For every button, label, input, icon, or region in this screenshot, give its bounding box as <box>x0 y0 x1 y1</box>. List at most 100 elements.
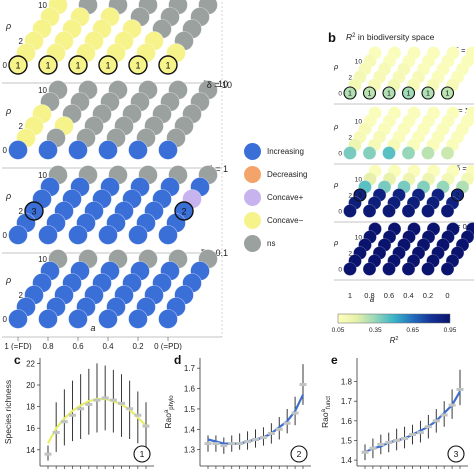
scenario-badge-label: 3 <box>454 449 459 459</box>
scenario-marker <box>343 86 357 100</box>
mean-marker <box>252 438 259 442</box>
scenario-marker <box>8 55 28 75</box>
panel-b-title: R2 in biodiversity space <box>346 32 435 42</box>
y-tick-label: 1.5 <box>341 436 353 445</box>
lattice-cell <box>128 309 148 329</box>
scenario-marker-label: 1 <box>387 91 391 98</box>
y-tick-label: 1.4 <box>341 456 353 465</box>
rho-tick-label: 2 <box>19 37 24 46</box>
trend-legend: Increasing Decreasing Concave+ Concave− … <box>244 140 340 255</box>
mean-marker <box>456 387 464 391</box>
mean-marker <box>220 444 228 448</box>
scenario-marker-label: 1 <box>45 61 50 71</box>
r2-cell <box>440 204 455 218</box>
legend-swatch <box>244 189 261 206</box>
y-tick-label: 20 <box>26 381 35 390</box>
r2-cell <box>401 262 416 276</box>
a-axis-label: a <box>370 295 375 304</box>
legend-item-increasing: Increasing <box>244 140 340 163</box>
rho-tick-label: 0 <box>3 315 8 324</box>
delta-label: δ = ∞ <box>455 46 473 55</box>
rho-tick-label: 2 <box>19 291 24 300</box>
y-tick-label: 1.6 <box>341 417 353 426</box>
mean-marker <box>101 396 109 400</box>
y-tick-label: 1.7 <box>184 364 196 373</box>
mean-marker <box>126 407 134 411</box>
scenario-marker <box>174 201 194 221</box>
r2-colorbar <box>337 313 451 324</box>
scenario-badge <box>133 445 151 463</box>
mean-marker <box>283 421 291 425</box>
y-tick-label: 1.5 <box>184 405 196 414</box>
rho-tick-label: 2 <box>348 193 352 200</box>
rho-tick-label: 0 <box>338 267 342 274</box>
legend-swatch <box>244 143 261 160</box>
mean-marker <box>401 437 409 441</box>
scenario-badge-label: 1 <box>140 449 145 459</box>
y-axis-label: Raoafunct <box>320 396 332 428</box>
a-tick-label: 0.4 <box>102 342 114 350</box>
scenario-marker-label: 1 <box>105 61 110 71</box>
legend-swatch <box>244 166 261 183</box>
mean-marker <box>259 435 267 439</box>
lattice-cell <box>8 309 28 329</box>
mean-marker <box>267 431 275 435</box>
mean-marker <box>361 450 369 454</box>
panel-b-subpanel: δ = 0.1 ρ 0 2 10 <box>333 222 474 281</box>
r2-cell <box>362 204 377 218</box>
scenario-marker-label: 3 <box>358 193 362 200</box>
rho-tick-label: 10 <box>355 59 363 66</box>
y-tick-label: 18 <box>26 403 35 412</box>
a-tick-label: 0.8 <box>42 342 54 350</box>
scenario-marker <box>362 86 377 100</box>
legend-item-concave-plus: Concave+ <box>244 186 340 209</box>
scenario-marker-label: 2 <box>181 207 186 217</box>
scenario-marker-label: 1 <box>426 91 430 98</box>
colorbar-tick-label: 0.05 <box>332 327 345 334</box>
panel-a-subpanel: ρ 0 2 10 1 1 1 1 1 1 <box>2 0 223 84</box>
y-axis-label: Species richness <box>3 380 13 444</box>
rho-tick-label: 2 <box>19 207 24 216</box>
r2-cell <box>362 146 377 160</box>
scenario-marker <box>128 55 148 75</box>
mean-marker <box>409 433 416 437</box>
a-tick-label: 1 <box>348 291 352 300</box>
rho-axis-label: ρ <box>5 21 11 31</box>
a-tick-label: 0 <box>445 291 449 300</box>
r2-cell <box>440 146 455 160</box>
scenario-marker <box>158 55 178 75</box>
legend-item-ns: ns <box>244 232 340 255</box>
legend-item-decreasing: Decreasing <box>244 163 340 186</box>
lattice-cell <box>158 225 178 245</box>
delta-label: δ = 1 <box>456 164 473 173</box>
legend-label: Concave− <box>267 216 304 225</box>
y-tick-label: 16 <box>26 424 35 433</box>
lattice-cell <box>158 309 178 329</box>
mean-marker <box>85 402 93 406</box>
y-tick-label: 1.4 <box>184 425 196 434</box>
a-tick-label: 0.2 <box>423 291 433 300</box>
r2-cell <box>401 204 416 218</box>
r2-cell <box>343 204 357 218</box>
lattice-cell <box>68 225 88 245</box>
legend-item-concave-minus: Concave− <box>244 209 340 232</box>
lattice-cell <box>8 225 28 245</box>
panel-letter: c <box>14 353 21 367</box>
scenario-marker-label: 1 <box>368 91 372 98</box>
scenario-badge-label: 2 <box>297 449 302 459</box>
r2-cell <box>343 262 357 276</box>
lattice-cell <box>38 225 58 245</box>
a-tick-label: 1 (=FD) <box>4 342 32 350</box>
mean-marker <box>432 419 440 423</box>
mean-marker <box>244 440 252 444</box>
scenario-marker-label: 1 <box>446 91 450 98</box>
rho-tick-label: 10 <box>38 86 47 95</box>
rho-tick-label: 2 <box>19 122 24 131</box>
rho-tick-label: 2 <box>348 135 352 142</box>
scenario-marker <box>401 86 416 100</box>
scenario-badge <box>447 445 465 463</box>
rho-axis-label: ρ <box>333 122 339 131</box>
lattice-cell <box>68 309 88 329</box>
colorbar-tick-label: 0.95 <box>444 327 457 334</box>
